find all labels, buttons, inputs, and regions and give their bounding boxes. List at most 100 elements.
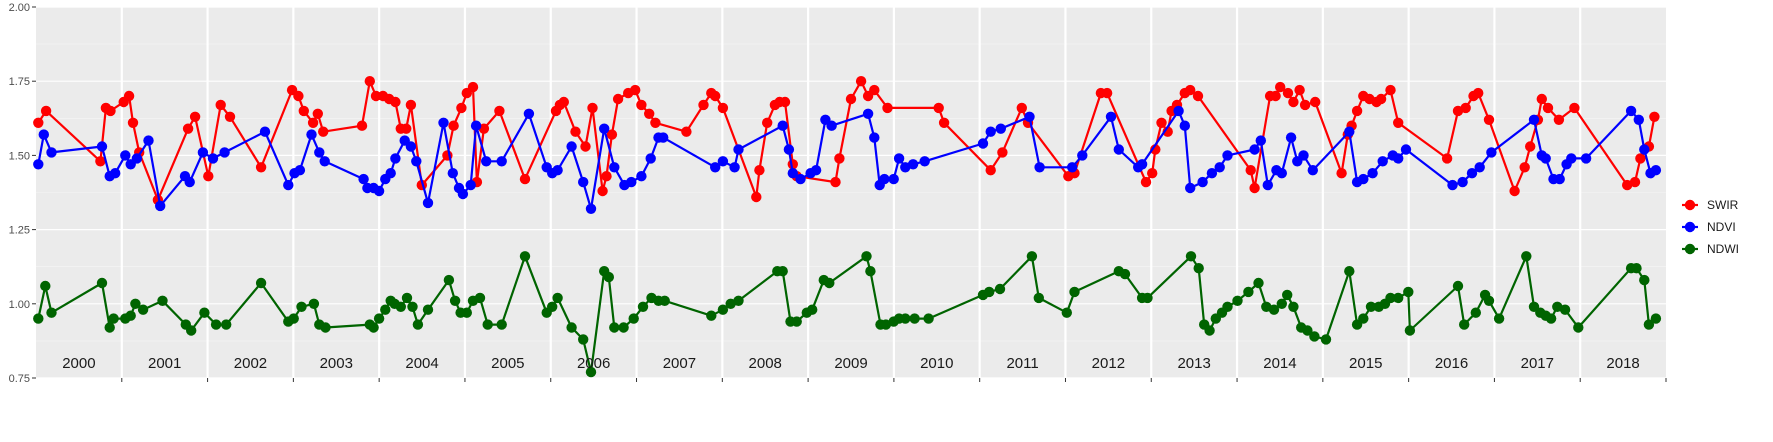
ndwi-point <box>717 304 729 315</box>
swir-point <box>1393 117 1404 128</box>
ndwi-point <box>1573 322 1584 333</box>
ndvi-point <box>1298 150 1309 161</box>
swir-point <box>1536 93 1548 105</box>
swir-point <box>127 117 139 128</box>
ndvi-point <box>143 135 154 146</box>
ndwi-point <box>157 295 168 306</box>
swir-point <box>1385 84 1396 96</box>
ndwi-point <box>865 266 876 277</box>
ndvi-point <box>470 120 482 131</box>
swir-point <box>681 126 692 137</box>
swir-point <box>636 99 647 111</box>
swir-point <box>601 171 612 182</box>
y-tick-label: 1.75 <box>9 76 30 88</box>
ndwi-point <box>296 301 307 312</box>
swir-point <box>33 117 44 128</box>
ndvi-point <box>207 153 219 164</box>
ndwi-point <box>373 313 385 324</box>
ndwi-point <box>628 313 639 324</box>
ndwi-point <box>900 313 911 324</box>
ndvi-point <box>1285 132 1297 143</box>
ndvi-point <box>358 173 369 185</box>
swir-point <box>1101 87 1113 99</box>
ndvi-point <box>1486 147 1497 158</box>
ndvi-point <box>888 173 899 185</box>
series-ndvi <box>33 105 1662 214</box>
swir-point <box>123 90 135 102</box>
swir-point <box>650 117 661 128</box>
swir-point <box>630 84 641 96</box>
ndwi-point <box>552 292 563 304</box>
ndwi-point <box>1639 274 1650 286</box>
ndwi-point <box>609 322 620 333</box>
ndvi-point <box>259 126 271 137</box>
swir-point <box>318 126 329 137</box>
swir-point <box>597 185 608 197</box>
year-label: 2006 <box>577 355 610 372</box>
ndvi-point <box>1447 179 1458 191</box>
swir-point <box>307 117 319 128</box>
swir-point <box>762 117 773 128</box>
legend: SWIR NDVI NDWI <box>1682 198 1739 256</box>
ndwi-point <box>186 325 197 336</box>
swir-point <box>779 96 791 108</box>
ndwi-point <box>407 301 418 312</box>
year-label: 2012 <box>1092 355 1125 372</box>
ndwi-point <box>1185 251 1197 262</box>
ndvi-point <box>155 200 166 212</box>
swir-point <box>710 90 721 102</box>
ndvi-point <box>1625 105 1637 117</box>
y-tick-label: 1.50 <box>9 150 30 162</box>
ndwi-point <box>880 319 892 330</box>
swir-point <box>1542 102 1554 114</box>
ndwi-point <box>320 322 331 333</box>
ndwi-point <box>578 334 589 345</box>
ndvi-point <box>907 159 919 170</box>
ndvi-point <box>995 123 1006 134</box>
ndwi-point <box>288 313 299 324</box>
swir-point <box>494 105 505 117</box>
ndwi-point <box>1268 304 1280 315</box>
swir-point <box>869 84 880 96</box>
swir-point <box>1294 84 1305 96</box>
ndvi-point <box>566 141 577 152</box>
ndwi-point <box>308 298 320 309</box>
ndwi-point <box>1643 319 1655 330</box>
ndvi-point <box>1554 173 1565 185</box>
ndvi-point <box>1206 168 1218 179</box>
ndwi-point <box>1470 307 1482 318</box>
ndvi-point <box>626 176 637 188</box>
ndwi-point <box>566 322 577 333</box>
swir-point <box>1275 81 1286 93</box>
ndvi-point <box>645 153 656 164</box>
ndvi-point <box>219 147 230 158</box>
ndwi-point <box>1033 292 1045 304</box>
ndwi-point <box>412 319 424 330</box>
ndwi-point <box>984 286 995 298</box>
ndwi-point <box>1521 251 1532 262</box>
ndvi-point <box>729 162 740 173</box>
ndvi-point <box>609 162 620 173</box>
ndwi-point <box>210 319 222 330</box>
ndwi-point <box>777 266 788 277</box>
ndvi-point <box>552 165 563 176</box>
year-label: 2014 <box>1263 355 1296 372</box>
swir-point <box>1622 179 1633 191</box>
year-label: 2015 <box>1349 355 1382 372</box>
swir-point <box>95 156 106 167</box>
swir-point <box>519 173 531 185</box>
swir-point <box>215 99 226 111</box>
swir-point <box>717 102 729 114</box>
ndvi-point <box>1262 179 1274 191</box>
ndwi-point <box>1403 286 1414 298</box>
swir-point <box>364 76 375 87</box>
swir-point <box>456 102 467 114</box>
ndvi-point <box>1344 126 1355 137</box>
swir-point <box>390 96 401 108</box>
y-tick-label: 1.00 <box>9 299 30 311</box>
swir-point <box>698 99 709 111</box>
ndvi-point <box>862 108 874 120</box>
ndwi-point <box>1276 298 1288 309</box>
ndvi-point <box>1540 153 1551 164</box>
